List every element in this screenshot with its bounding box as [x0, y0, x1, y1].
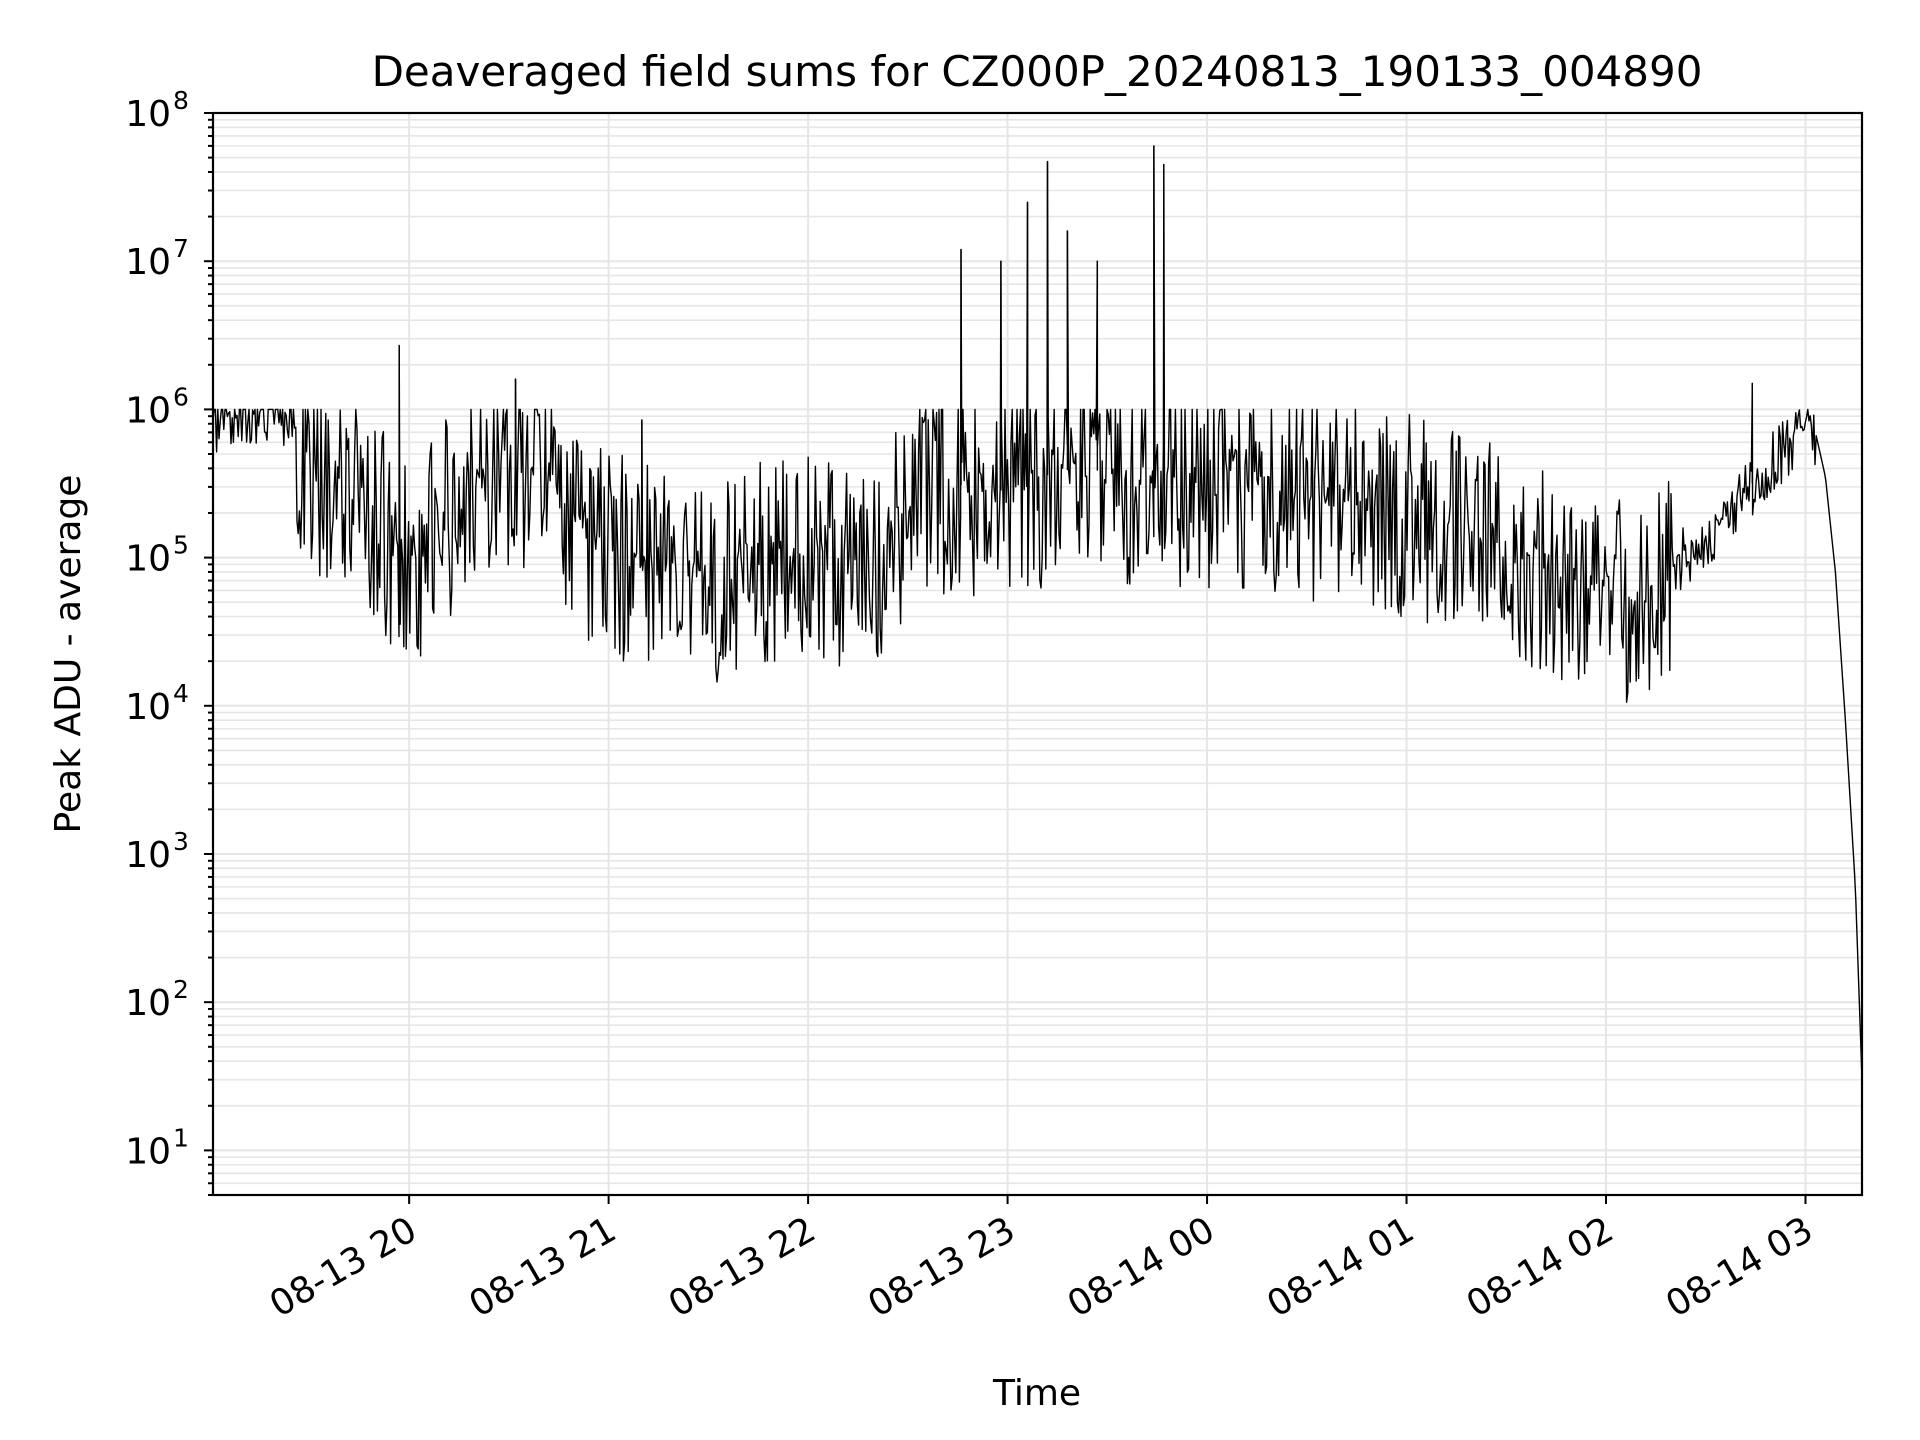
chart-title: Deaveraged field sums for CZ000P_2024081…: [372, 47, 1703, 96]
y-tick-exponent: 4: [173, 679, 189, 708]
series-layer: [212, 145, 1863, 1074]
y-tick-label: 10: [125, 687, 171, 728]
series-line: [212, 145, 1863, 1074]
x-tick-label: 08-13 22: [662, 1209, 823, 1325]
grid-layer: [213, 112, 1862, 1196]
y-tick-exponent: 8: [173, 86, 189, 115]
y-tick-exponent: 5: [173, 531, 189, 560]
x-tick-label: 08-13 21: [462, 1209, 623, 1325]
x-tick-label: 08-13 20: [263, 1209, 424, 1325]
y-tick-exponent: 2: [173, 975, 189, 1004]
y-axis-label: Peak ADU - average: [48, 475, 89, 834]
y-tick-label: 10: [125, 835, 171, 876]
y-tick-exponent: 6: [173, 382, 189, 411]
x-tick-label: 08-14 03: [1659, 1209, 1820, 1325]
x-tick-label: 08-14 02: [1460, 1209, 1621, 1325]
y-tick-exponent: 7: [173, 234, 189, 263]
y-tick-label: 10: [125, 983, 171, 1024]
y-tick-label: 10: [125, 1131, 171, 1172]
y-tick-label: 10: [125, 539, 171, 580]
y-tick-label: 10: [125, 94, 171, 135]
x-tick-label: 08-14 00: [1061, 1209, 1222, 1325]
x-axis-label: Time: [992, 1373, 1081, 1414]
x-tick-label: 08-14 01: [1260, 1209, 1421, 1325]
plot-frame: [211, 111, 1864, 1197]
y-tick-exponent: 3: [173, 827, 189, 856]
y-tick-exponent: 1: [173, 1123, 189, 1152]
x-tick-label: 08-13 23: [861, 1209, 1022, 1325]
y-tick-label: 10: [125, 242, 171, 283]
y-tick-label: 10: [125, 390, 171, 431]
